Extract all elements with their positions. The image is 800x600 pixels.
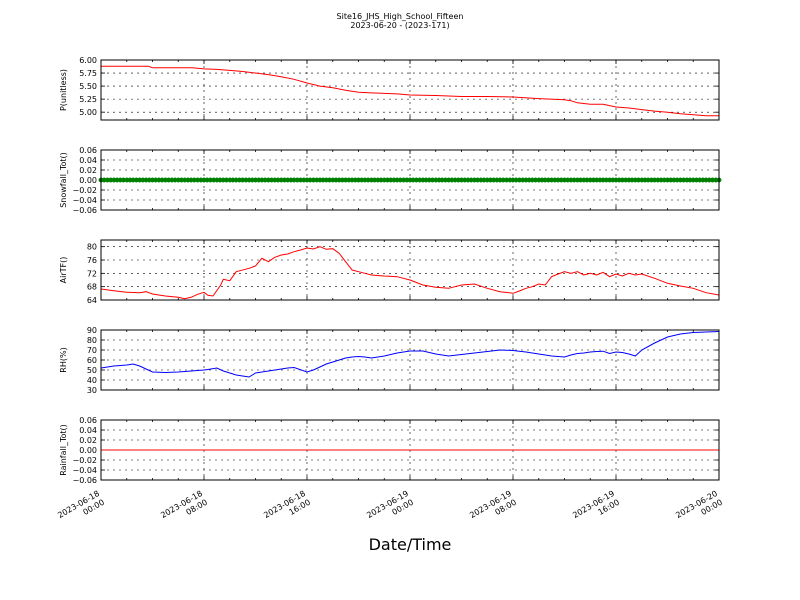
series-line-p [101,65,719,117]
x-tick-label: 2023-06-1808:00 [159,489,209,529]
panel-rain: −0.06−0.04−0.020.000.020.040.06 Rainfall_… [59,416,720,485]
y-axis-label: RH(%) [59,347,68,372]
y-tick-label: 0.06 [79,146,97,155]
y-tick-label: 40 [87,376,97,385]
panel-snow: −0.06−0.04−0.020.000.020.040.06 Snowfall_… [59,146,722,215]
y-tick-label: −0.04 [72,196,97,205]
y-tick-label: 5.75 [79,69,97,78]
y-tick-label: 68 [87,283,97,292]
chart-subtitle: 2023-06-20 - (2023-171) [350,21,449,30]
y-tick-label: 76 [87,256,97,265]
plot-frame [100,239,720,301]
y-tick-label: 0.00 [79,446,97,455]
y-tick-label: −0.06 [72,476,97,485]
y-axis-label: Rainfall_Tot() [59,424,68,476]
y-tick-label: −0.02 [72,186,97,195]
y-tick-label: 64 [87,296,97,305]
x-tick-labels: 2023-06-1800:00 2023-06-1808:00 2023-06-18… [56,489,724,529]
y-tick-label: 50 [87,366,97,375]
series-markers-snow [98,177,722,183]
x-tick-label: 2023-06-1916:00 [571,489,621,529]
y-tick-label: 72 [87,269,97,278]
x-tick-label: 2023-06-2000:00 [674,489,724,529]
y-axis-label: AirTF() [59,257,68,284]
y-tick-label: 30 [87,386,97,395]
y-tick-label: 80 [87,336,97,345]
series-line-airtf [100,246,720,300]
y-tick-label: 60 [87,356,97,365]
y-tick-label: −0.02 [72,456,97,465]
plot-frame [100,59,720,121]
panels: 5.005.255.505.756.00P(unitless)−0.06−0.0… [56,56,724,529]
plot-frame [100,419,720,481]
plot-frame [100,329,720,391]
y-tick-label: 6.00 [79,56,97,65]
plot-frame [100,149,720,211]
y-tick-label: 0.04 [79,426,97,435]
y-tick-label: 80 [87,243,97,252]
y-tick-label: 0.00 [79,176,97,185]
y-axis-label: Snowfall_Tot() [59,152,68,208]
y-tick-label: 0.02 [79,436,97,445]
y-tick-label: 0.06 [79,416,97,425]
y-tick-label: 0.04 [79,156,97,165]
chart-title: Site16_JHS_High_School_Fifteen [337,12,464,21]
panel-airtf: 64 68 72 76 80 AirTF() [59,239,720,305]
y-tick-label: 5.25 [79,95,97,104]
y-tick-label: 5.50 [79,82,97,91]
y-tick-label: 70 [87,346,97,355]
x-axis-label: Date/Time [369,535,452,554]
series-line-rh [100,331,720,378]
y-tick-label: −0.04 [72,466,97,475]
panel-p: 5.00 5.25 5.50 5.75 6.00 P(unitless) [59,56,720,121]
y-axis-label: P(unitless) [59,69,68,111]
y-tick-label: 5.00 [79,108,97,117]
y-tick-label: −0.06 [72,206,97,215]
x-tick-label: 2023-06-1900:00 [365,489,415,529]
x-tick-label: 2023-06-1908:00 [468,489,518,529]
x-tick-label: 2023-06-1816:00 [262,489,312,529]
y-tick-label: 90 [87,326,97,335]
x-tick-label: 2023-06-1800:00 [56,489,106,529]
y-tick-label: 0.02 [79,166,97,175]
